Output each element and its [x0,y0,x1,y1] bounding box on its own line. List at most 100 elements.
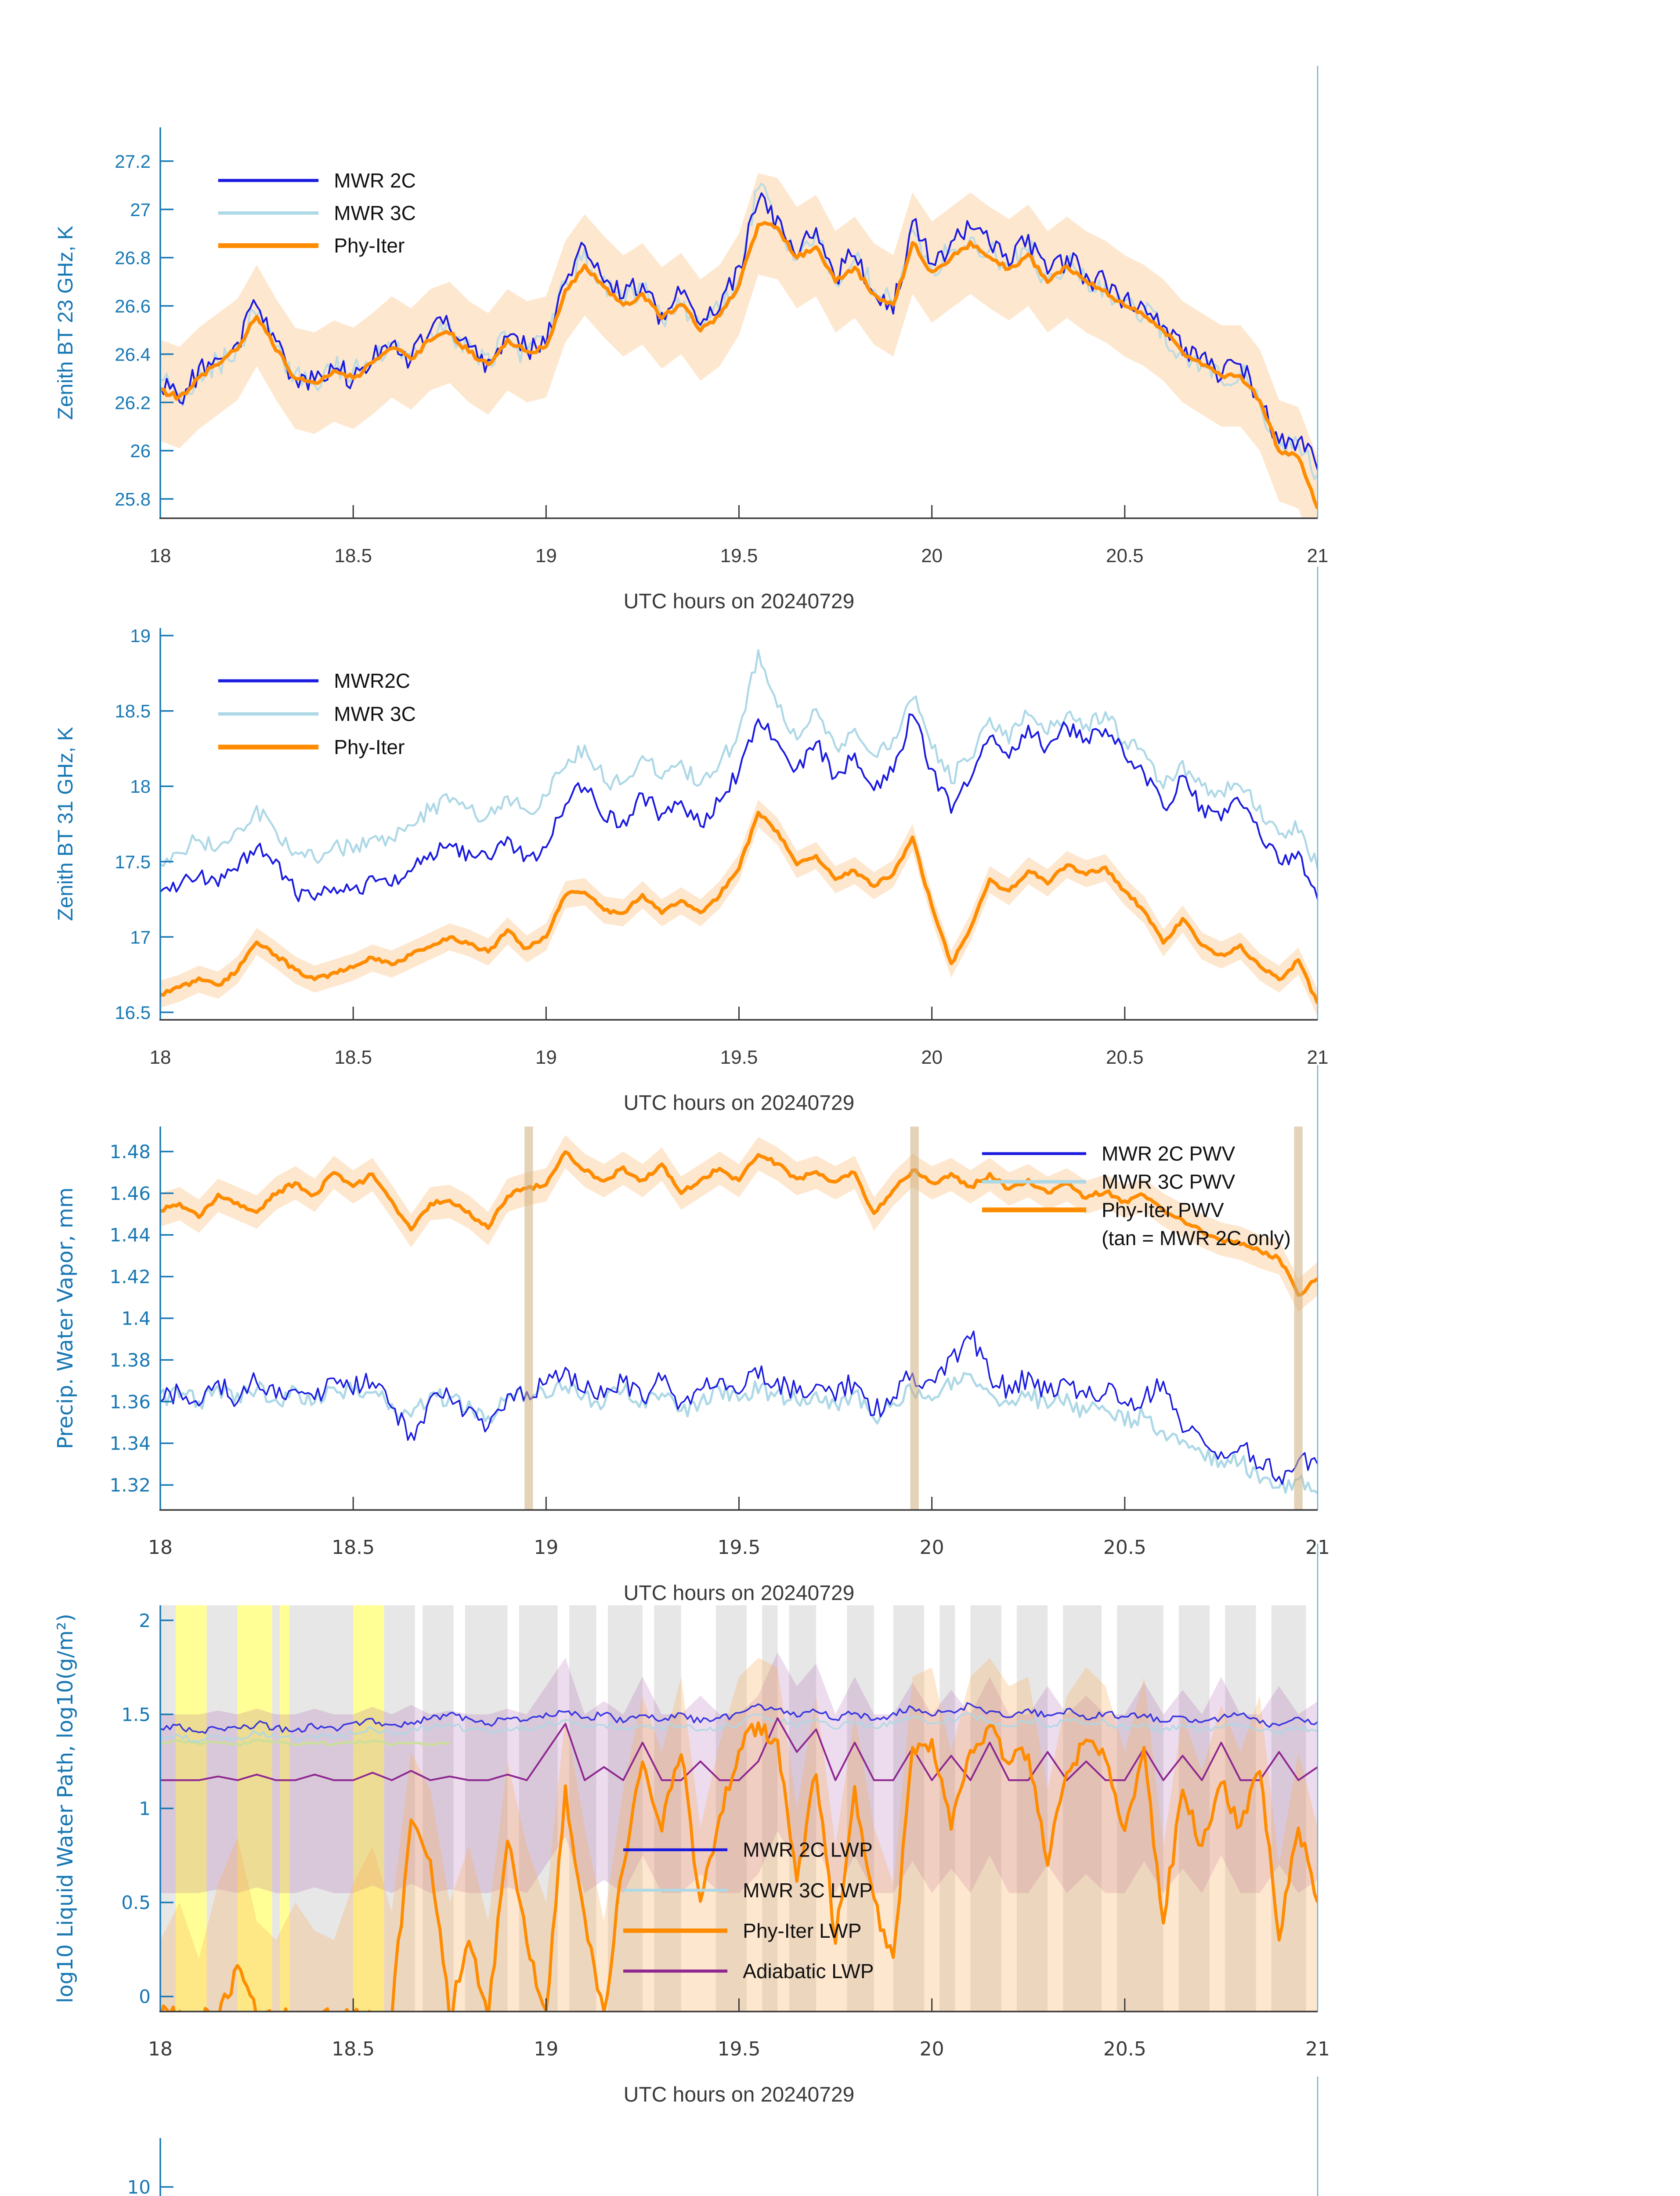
series-line-unlabeled_palegreen [160,1738,450,1747]
y-tick-label: 1.46 [109,1183,151,1204]
y-axis-label-pwv: Precip. Water Vapor, mm [53,1187,78,1449]
band-adiabatic_uncertainty [160,1652,1318,1893]
gray-flag-band [384,1605,415,2012]
x-tick-label: 19.5 [718,2038,761,2060]
tan-marker-bar [910,1127,919,1510]
yellow-flag-band [237,1605,272,2012]
y-tick-label: 1.4 [121,1308,151,1329]
gray-flag-band [762,1605,778,2012]
y-tick-label: 26.6 [115,296,151,317]
gray-flag-band [569,1605,596,2012]
y-tick-label: 19 [130,625,151,646]
x-tick-label: 19 [534,2038,558,2060]
x-tick-label: 19 [534,1536,558,1559]
gray-flag-band [206,1605,238,2012]
y-tick-label: 18.5 [115,701,151,722]
legend-label: Phy-Iter [334,234,405,257]
x-tick-label: 20 [920,2038,944,2060]
legend-label: MWR 3C [334,703,416,726]
series-line-mwr3c_lwp [160,1712,1318,1743]
legend-label: Adiabatic LWP [743,1960,874,1983]
gray-flag-band [715,1605,747,2012]
tan-marker-bar [1294,1127,1303,1510]
x-tick-label: 18 [148,1536,173,1559]
x-axis-label-bt23: UTC hours on 20240729 [624,590,855,613]
gray-flag-band [465,1605,508,2012]
y-tick-label: 16.5 [115,1002,151,1023]
y-axis-label-bt31: Zenith BT 31 GHz, K [54,727,77,921]
y-tick-label: 1 [139,1798,151,1820]
series-line-mwr3c_pwv [160,1372,1318,1494]
x-tick-label: 18 [148,2038,173,2060]
y-tick-label: 26.2 [115,392,151,413]
y-tick-label: 17 [130,927,151,947]
y-tick-label: 1.38 [109,1349,151,1371]
panel-lwp: 0 0.5 1 1.5 2 18 18.5 19 19.5 20 20.5 21 log10 Liqui… [53,1544,1330,2106]
gray-flag-band [654,1605,681,2012]
legend-label: MWR 3C PWV [1102,1170,1235,1193]
gray-flag-band [893,1605,925,2012]
gray-flag-band [1016,1605,1048,2012]
x-tick-label: 21 [1305,2038,1330,2060]
series-line-mwr2c_pwv [160,1330,1318,1485]
x-tick-label: 18 [150,545,171,567]
yellow-flag-band [353,1605,384,2012]
y-tick-label: 1.5 [121,1704,151,1725]
tan-marker-bar [524,1127,533,1510]
x-tick-label: 19 [535,545,557,567]
y-tick-label: 10 [127,2176,151,2196]
gray-flag-band [1063,1605,1102,2012]
yellow-flag-band [176,1605,207,2012]
x-tick-label: 21 [1307,545,1329,567]
y-tick-label: 0.5 [121,1892,151,1914]
gray-flag-band [289,1605,354,2012]
x-tick-label: 20 [920,1536,944,1559]
x-axis-label-bt31: UTC hours on 20240729 [624,1091,855,1115]
y-tick-label: 2 [139,1610,151,1631]
x-axis-label-pwv: UTC hours on 20240729 [624,1582,855,1605]
legend-label: MWR 2C [334,169,416,192]
y-tick-label: 0 [139,1986,151,2008]
panel-bt31: 16.5 17 17.5 18 18.5 19 18 18.5 19 19.5 20 20.5 21 Ze… [54,567,1328,1115]
x-tick-label: 21 [1307,1047,1329,1068]
y-axis-label-lwp: log10 Liquid Water Path, log10(g/m²) [53,1614,78,2003]
series-line-phy_iter [160,810,1318,1004]
x-tick-label: 20.5 [1103,2038,1146,2060]
band-phy_iter_uncertainty [160,173,1318,518]
y-tick-label: 17.5 [115,852,151,872]
x-tick-label: 20 [921,1047,943,1068]
plot-area-bt23 [160,173,1318,518]
x-tick-label: 20.5 [1103,1536,1146,1559]
x-tick-label: 18.5 [332,1536,375,1559]
y-axis-label-bt23: Zenith BT 23 GHz, K [54,226,77,420]
y-tick-label: 1.48 [109,1141,151,1163]
panel-bt23: 25.8 26 26.2 26.4 26.6 26.8 27 27.2 18 18.5 19 19.5… [54,66,1328,613]
y-tick-label: 26 [130,441,151,461]
y-tick-label: 1.42 [109,1266,151,1288]
gray-flag-band [272,1605,280,2012]
gray-flag-band [1271,1605,1306,2012]
gray-flag-band [423,1605,454,2012]
plot-area-lwp [160,1605,1318,2012]
x-axis-label-lwp: UTC hours on 20240729 [624,2083,855,2106]
legend-label: Phy-Iter PWV [1102,1199,1224,1221]
y-tick-label: 1.44 [109,1224,151,1246]
x-tick-label: 18.5 [334,545,372,567]
legend-label: MWR 2C PWV [1102,1142,1235,1165]
series-line-mwr2c [160,713,1318,902]
y-tick-label: 26.8 [115,248,151,268]
series-line-phy_iter_lwp [160,1721,1318,2012]
gray-flag-band [1178,1605,1210,2012]
series-line-mwr2c_lwp [160,1702,1318,1734]
x-tick-label: 18.5 [334,1047,372,1068]
plot-area-bt31 [160,649,1318,1017]
plot-area-pwv [160,1127,1318,1510]
x-tick-label: 18.5 [332,2038,375,2060]
y-tick-label: 1.36 [109,1391,151,1412]
legend-label: (tan = MWR 2C only) [1102,1227,1291,1250]
legend-label: Phy-Iter [334,736,405,758]
legend-label: MWR 3C LWP [743,1879,873,1902]
